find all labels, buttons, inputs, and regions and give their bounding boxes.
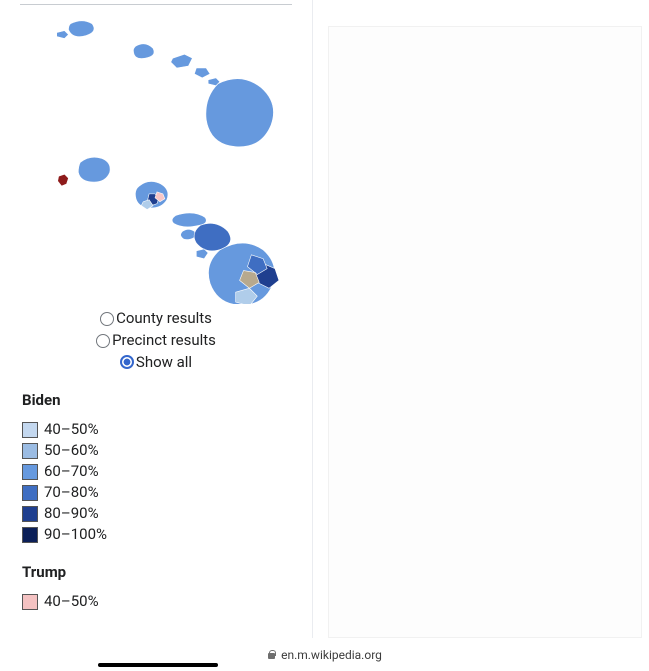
- divider: [20, 4, 292, 5]
- lock-icon: [267, 650, 276, 659]
- browser-url-bar[interactable]: en.m.wikipedia.org: [0, 638, 649, 671]
- legends-container: Biden40–50%50–60%60–70%70–80%80–90%90–10…: [0, 391, 312, 612]
- island-niihau: [58, 174, 69, 186]
- view-option-county[interactable]: County results: [0, 308, 312, 330]
- island-kahoolawe: [196, 249, 208, 259]
- legend-range-label: 80–90%: [44, 503, 99, 524]
- legend-range-label: 40–50%: [44, 591, 99, 612]
- legend-item: 40–50%: [22, 419, 312, 440]
- legend-swatch: [22, 527, 38, 543]
- radio-showall-icon[interactable]: [120, 355, 134, 369]
- island-lanai: [181, 229, 196, 239]
- island-maui: [194, 223, 231, 251]
- legend-biden: Biden 40–50%50–60%60–70%70–80%80–90%90–10…: [22, 391, 312, 545]
- legend-swatch: [22, 594, 38, 610]
- island-nw-5: [194, 68, 210, 78]
- island-nw-3: [133, 44, 154, 59]
- island-nw-4: [171, 54, 193, 68]
- radio-precinct-icon[interactable]: [96, 334, 110, 348]
- legend-item: 70–80%: [22, 482, 312, 503]
- legend-range-label: 70–80%: [44, 482, 99, 503]
- legend-range-label: 90–100%: [44, 524, 107, 545]
- view-option-precinct[interactable]: Precinct results: [0, 330, 312, 352]
- legend-swatch: [22, 464, 38, 480]
- legend-swatch: [22, 506, 38, 522]
- hawaii-results-map: [11, 9, 301, 304]
- legend-title: Biden: [22, 391, 312, 409]
- legend-item: 90–100%: [22, 524, 312, 545]
- legend-swatch: [22, 422, 38, 438]
- island-kauai: [78, 157, 110, 182]
- island-nw-1: [68, 21, 94, 37]
- legend-trump: Trump 40–50%: [22, 563, 312, 612]
- legend-item: 50–60%: [22, 440, 312, 461]
- legend-title: Trump: [22, 563, 312, 581]
- legend-item: 40–50%: [22, 591, 312, 612]
- map-svg: [11, 9, 301, 304]
- legend-range-label: 50–60%: [44, 440, 99, 461]
- legend-item: 60–70%: [22, 461, 312, 482]
- view-option-group: County resultsPrecinct resultsShow all: [0, 308, 312, 373]
- legend-range-label: 40–50%: [44, 419, 99, 440]
- legend-item: 80–90%: [22, 503, 312, 524]
- right-column-placeholder: [328, 26, 642, 638]
- page-url-text: en.m.wikipedia.org: [281, 648, 382, 662]
- legend-swatch: [22, 443, 38, 459]
- view-option-label: County results: [116, 308, 212, 330]
- island-nw-2: [57, 31, 69, 39]
- view-option-label: Show all: [136, 352, 192, 374]
- legend-swatch: [22, 485, 38, 501]
- url-underline: [98, 663, 218, 667]
- legend-range-label: 60–70%: [44, 461, 99, 482]
- page-root: County resultsPrecinct resultsShow all B…: [0, 0, 649, 671]
- article-content: County resultsPrecinct resultsShow all B…: [0, 0, 313, 638]
- radio-county-icon[interactable]: [100, 312, 114, 326]
- view-option-label: Precinct results: [112, 330, 216, 352]
- view-option-showall[interactable]: Show all: [0, 352, 312, 374]
- island-big-nw: [206, 79, 274, 147]
